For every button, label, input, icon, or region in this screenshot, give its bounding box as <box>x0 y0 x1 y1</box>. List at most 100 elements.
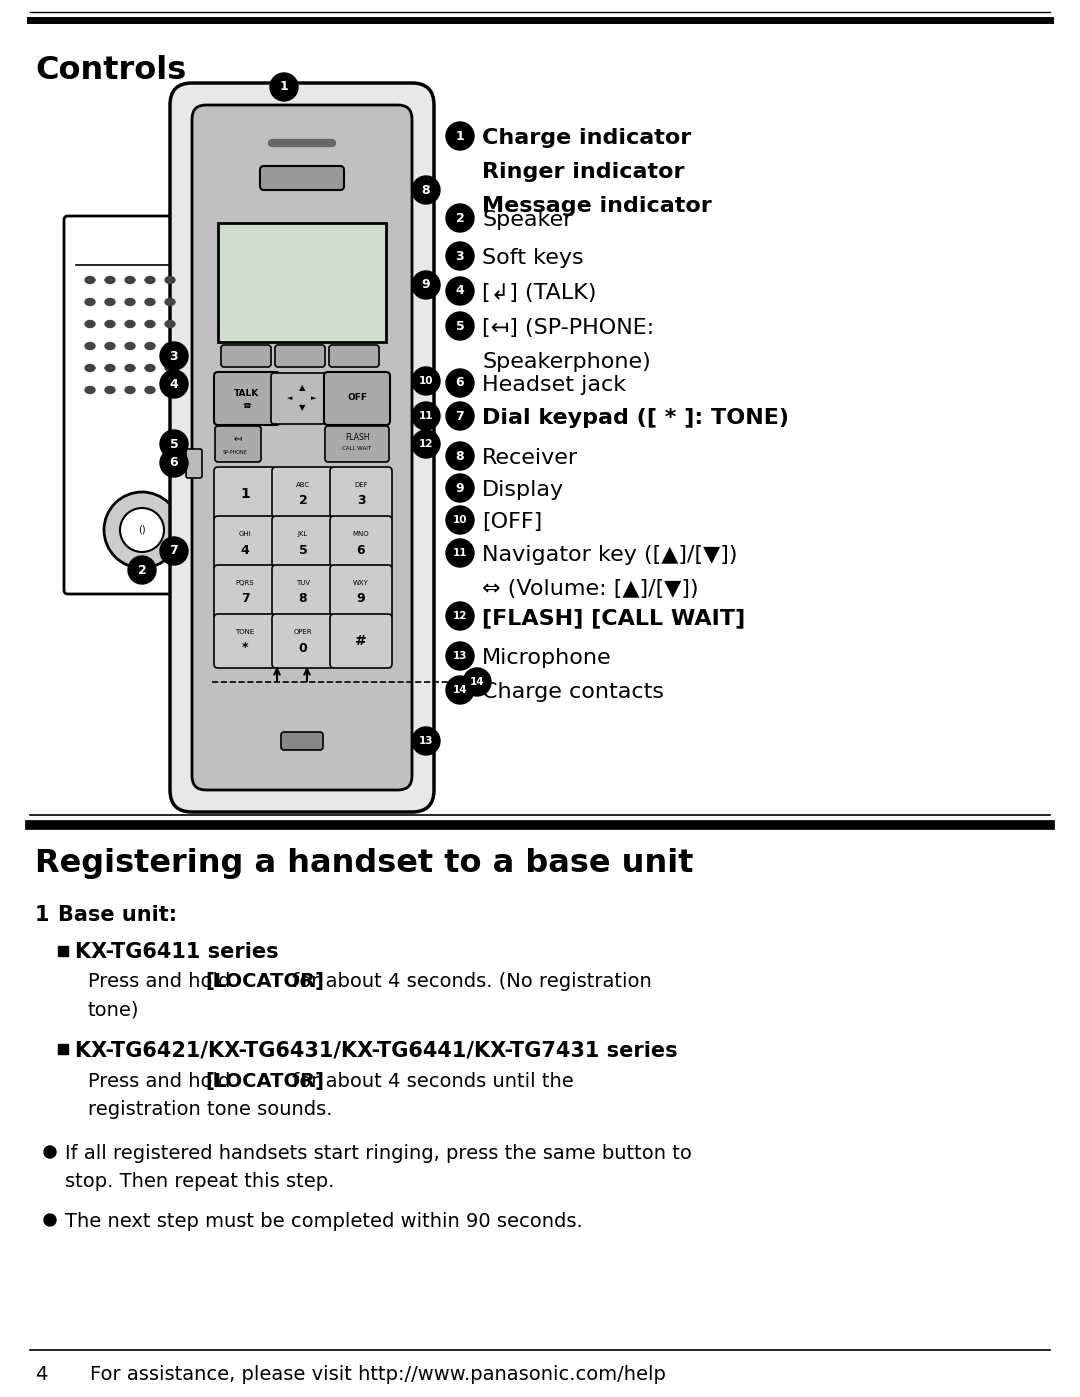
Text: ⇔ (Volume: [▲]/[▼]): ⇔ (Volume: [▲]/[▼]) <box>482 578 699 599</box>
Text: 6: 6 <box>456 377 464 390</box>
Text: 4: 4 <box>456 285 464 298</box>
Text: Message indicator: Message indicator <box>482 196 712 217</box>
Text: for about 4 seconds. (No registration: for about 4 seconds. (No registration <box>286 972 651 990</box>
Circle shape <box>446 441 474 469</box>
Text: 10: 10 <box>419 376 433 386</box>
Text: 8: 8 <box>456 450 464 462</box>
Text: 2: 2 <box>299 495 308 507</box>
Ellipse shape <box>125 299 135 306</box>
Text: 13: 13 <box>453 651 468 661</box>
Text: 5: 5 <box>299 543 308 556</box>
Ellipse shape <box>125 365 135 372</box>
FancyBboxPatch shape <box>330 615 392 668</box>
Text: 8: 8 <box>421 183 430 197</box>
Text: Charge indicator: Charge indicator <box>482 129 691 148</box>
Ellipse shape <box>165 277 175 284</box>
Ellipse shape <box>145 365 156 372</box>
Ellipse shape <box>105 277 114 284</box>
FancyBboxPatch shape <box>214 564 276 619</box>
Text: The next step must be completed within 90 seconds.: The next step must be completed within 9… <box>65 1213 583 1231</box>
Text: FLASH: FLASH <box>345 433 369 441</box>
Text: 14: 14 <box>453 685 468 694</box>
Text: ►: ► <box>311 395 316 401</box>
Circle shape <box>160 342 188 370</box>
Ellipse shape <box>165 299 175 306</box>
FancyBboxPatch shape <box>329 345 379 367</box>
Text: 2: 2 <box>137 563 147 577</box>
FancyBboxPatch shape <box>214 467 276 521</box>
Ellipse shape <box>125 277 135 284</box>
Text: Charge contacts: Charge contacts <box>482 682 664 703</box>
Circle shape <box>446 402 474 430</box>
FancyBboxPatch shape <box>64 217 220 594</box>
Text: 6: 6 <box>356 543 365 556</box>
Ellipse shape <box>105 365 114 372</box>
Ellipse shape <box>165 342 175 349</box>
Text: Headset jack: Headset jack <box>482 374 626 395</box>
Text: 1: 1 <box>280 81 288 94</box>
FancyBboxPatch shape <box>272 615 334 668</box>
Text: Registering a handset to a base unit: Registering a handset to a base unit <box>35 848 693 879</box>
Text: 4: 4 <box>35 1365 48 1384</box>
Text: 5: 5 <box>456 320 464 332</box>
Ellipse shape <box>85 320 95 327</box>
Text: Receiver: Receiver <box>482 448 578 468</box>
Circle shape <box>446 474 474 502</box>
Circle shape <box>411 430 440 458</box>
Text: 14: 14 <box>470 678 484 687</box>
Text: GHI: GHI <box>239 531 252 536</box>
FancyBboxPatch shape <box>214 515 276 570</box>
Text: Ringer indicator: Ringer indicator <box>482 162 685 182</box>
FancyBboxPatch shape <box>272 515 334 570</box>
Ellipse shape <box>145 320 156 327</box>
FancyBboxPatch shape <box>192 105 411 789</box>
Text: ▼: ▼ <box>299 404 306 412</box>
Text: DEF: DEF <box>354 482 368 488</box>
Text: [OFF]: [OFF] <box>482 511 542 532</box>
Text: 5: 5 <box>170 437 178 450</box>
Circle shape <box>446 643 474 671</box>
Text: [↤] (SP-PHONE:: [↤] (SP-PHONE: <box>482 319 654 338</box>
Text: ▲: ▲ <box>299 384 306 393</box>
Text: ◄: ◄ <box>287 395 293 401</box>
Text: (): () <box>138 525 146 535</box>
Text: 11: 11 <box>453 548 468 557</box>
FancyBboxPatch shape <box>281 732 323 750</box>
Ellipse shape <box>85 299 95 306</box>
Text: 12: 12 <box>453 610 468 622</box>
Text: tone): tone) <box>87 1000 139 1018</box>
Ellipse shape <box>125 387 135 394</box>
FancyBboxPatch shape <box>214 372 280 425</box>
Circle shape <box>411 271 440 299</box>
Text: 11: 11 <box>419 411 433 420</box>
Text: PQRS: PQRS <box>235 580 254 585</box>
Circle shape <box>446 506 474 534</box>
Text: ABC: ABC <box>296 482 310 488</box>
Bar <box>58 1044 68 1053</box>
Circle shape <box>160 448 188 476</box>
Text: OFF: OFF <box>347 394 367 402</box>
FancyBboxPatch shape <box>272 467 334 521</box>
Circle shape <box>160 536 188 564</box>
Circle shape <box>270 73 298 101</box>
Circle shape <box>446 676 474 704</box>
Circle shape <box>446 277 474 305</box>
FancyBboxPatch shape <box>275 345 325 367</box>
Text: 13: 13 <box>419 736 433 746</box>
Circle shape <box>104 492 180 569</box>
Text: 3: 3 <box>170 349 178 362</box>
Circle shape <box>411 176 440 204</box>
Text: [LOCATOR]: [LOCATOR] <box>205 972 324 990</box>
Text: Press and hold: Press and hold <box>87 972 237 990</box>
Text: 3: 3 <box>356 495 365 507</box>
FancyBboxPatch shape <box>271 373 333 425</box>
Bar <box>58 946 68 956</box>
Ellipse shape <box>125 342 135 349</box>
Text: stop. Then repeat this step.: stop. Then repeat this step. <box>65 1172 335 1192</box>
Text: 7: 7 <box>241 592 249 605</box>
Text: 9: 9 <box>421 278 430 292</box>
FancyBboxPatch shape <box>221 345 271 367</box>
Text: [↲] (TALK): [↲] (TALK) <box>482 284 596 303</box>
Text: 4: 4 <box>170 377 178 391</box>
Text: Base unit:: Base unit: <box>58 905 177 925</box>
